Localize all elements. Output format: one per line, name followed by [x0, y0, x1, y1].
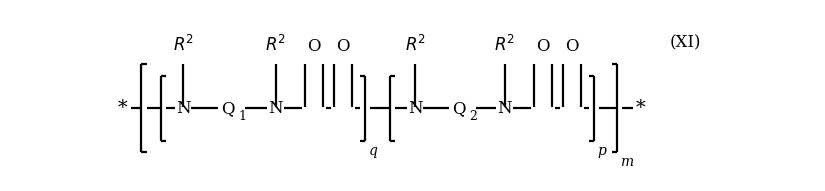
Text: Q: Q: [452, 100, 465, 117]
Text: N: N: [408, 100, 422, 117]
Text: O: O: [336, 38, 350, 55]
Text: $R^2$: $R^2$: [404, 35, 426, 55]
Text: $R^2$: $R^2$: [494, 35, 515, 55]
Text: N: N: [497, 100, 512, 117]
Text: Q: Q: [221, 100, 234, 117]
Text: N: N: [268, 100, 283, 117]
Text: O: O: [536, 38, 549, 55]
Text: O: O: [308, 38, 321, 55]
Text: $R^2$: $R^2$: [172, 35, 194, 55]
Text: *: *: [635, 99, 645, 117]
Text: 1: 1: [238, 110, 246, 123]
Text: (XI): (XI): [669, 35, 700, 52]
Text: *: *: [117, 99, 127, 117]
Text: O: O: [565, 38, 578, 55]
Text: q: q: [369, 143, 377, 158]
Text: N: N: [176, 100, 191, 117]
Text: m: m: [620, 155, 634, 169]
Text: p: p: [597, 143, 606, 158]
Text: 2: 2: [469, 110, 477, 123]
Text: $R^2$: $R^2$: [265, 35, 286, 55]
